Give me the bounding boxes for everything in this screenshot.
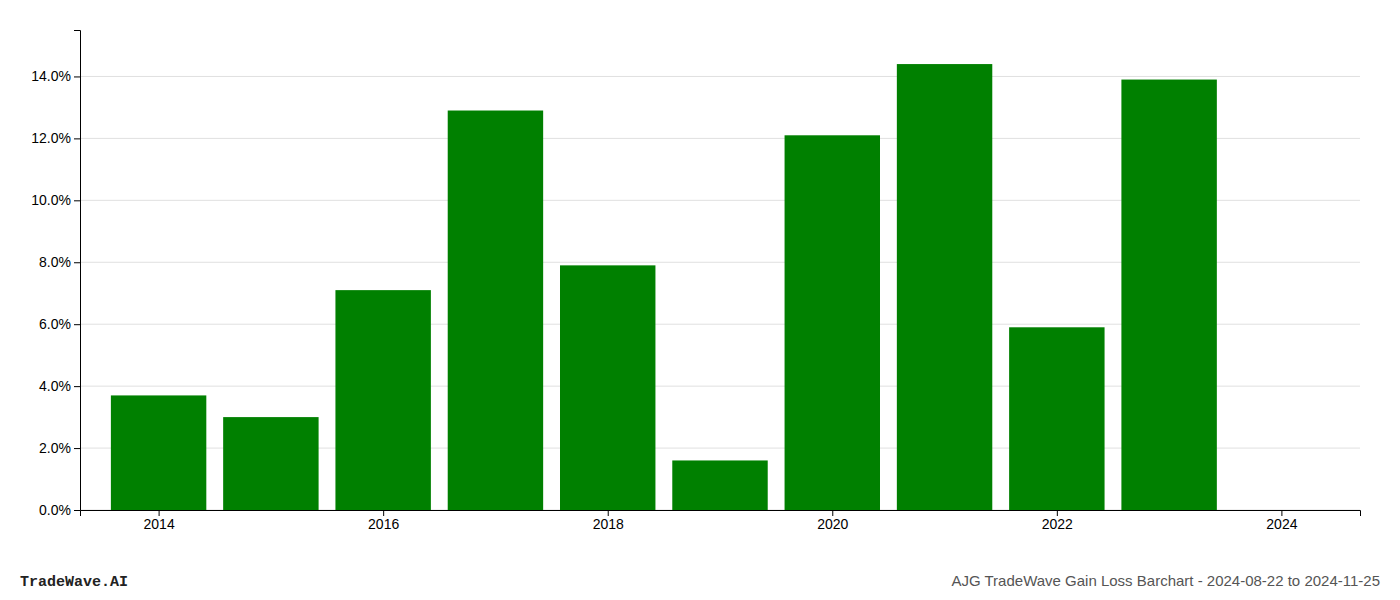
x-tick: 2020 <box>817 510 848 532</box>
bar <box>223 417 318 510</box>
bar <box>897 64 992 510</box>
y-tick: 10.0% <box>31 192 80 208</box>
x-tick: 2022 <box>1042 510 1073 532</box>
tick-label: 2014 <box>144 516 175 532</box>
tick-label: 12.0% <box>31 130 71 146</box>
y-tick: 2.0% <box>39 440 80 456</box>
tick-label: 4.0% <box>39 378 71 394</box>
bar <box>672 460 767 510</box>
tick-mark <box>74 324 80 325</box>
tick-label: 10.0% <box>31 192 71 208</box>
bar <box>560 265 655 510</box>
plot: 2014 2016 2018 2020 2022 2024 0.0% 2.0% 4.0% 6.0%… <box>31 31 1360 532</box>
tick-mark <box>74 138 80 139</box>
tick-label: 0.0% <box>39 502 71 518</box>
tick-label: 2018 <box>593 516 624 532</box>
tick-label: 8.0% <box>39 254 71 270</box>
y-tick: 14.0% <box>31 68 80 84</box>
footer-right: AJG TradeWave Gain Loss Barchart - 2024-… <box>951 572 1380 589</box>
y-tick: 0.0% <box>39 502 80 518</box>
bar <box>448 111 543 510</box>
tick-label: 2016 <box>368 516 399 532</box>
grid-line <box>80 76 1360 77</box>
y-axis: 0.0% 2.0% 4.0% 6.0% 8.0% 10.0% 12.0% 14.0% <box>31 31 80 518</box>
chart: 2014 2016 2018 2020 2022 2024 0.0% 2.0% 4.0% 6.0%… <box>0 0 1400 600</box>
y-tick: 8.0% <box>39 254 80 270</box>
bar <box>335 290 430 510</box>
y-tick: 4.0% <box>39 378 80 394</box>
tick-mark <box>74 200 80 201</box>
y-tick: 12.0% <box>31 130 80 146</box>
tick-mark <box>74 262 80 263</box>
tick-label: 2022 <box>1042 516 1073 532</box>
tick-label: 2.0% <box>39 440 71 456</box>
tick-mark <box>74 386 80 387</box>
tick-label: 6.0% <box>39 316 71 332</box>
axis-line <box>81 511 1361 517</box>
x-axis: 2014 2016 2018 2020 2022 2024 <box>81 510 1361 532</box>
x-tick: 2014 <box>144 510 175 532</box>
bar <box>111 395 206 510</box>
bars <box>111 64 1217 510</box>
tick-label: 14.0% <box>31 68 71 84</box>
tick-mark <box>74 76 80 77</box>
bar <box>1121 80 1216 510</box>
y-tick: 6.0% <box>39 316 80 332</box>
bar <box>1009 327 1104 510</box>
axis-line <box>74 31 81 511</box>
x-tick: 2016 <box>368 510 399 532</box>
tick-mark <box>74 448 80 449</box>
tick-mark <box>74 510 80 511</box>
grid <box>80 76 1360 510</box>
footer-left: TradeWave.AI <box>20 574 128 591</box>
bar <box>785 135 880 510</box>
x-tick: 2024 <box>1266 510 1297 532</box>
tick-label: 2024 <box>1266 516 1297 532</box>
x-tick: 2018 <box>593 510 624 532</box>
tick-label: 2020 <box>817 516 848 532</box>
